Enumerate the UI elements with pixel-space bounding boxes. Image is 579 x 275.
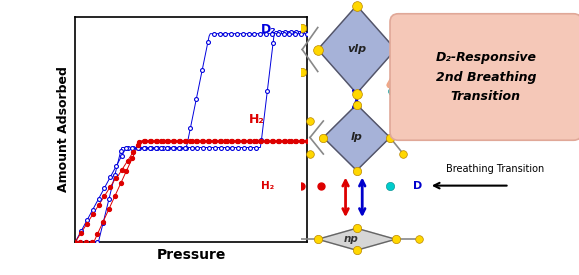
Text: H₂: H₂ xyxy=(261,181,274,191)
Y-axis label: Amount Adsorbed: Amount Adsorbed xyxy=(57,66,69,192)
Text: D: D xyxy=(413,181,423,191)
Text: Breathing Transition: Breathing Transition xyxy=(446,164,544,174)
X-axis label: Pressure: Pressure xyxy=(156,248,226,262)
Text: D₂: D₂ xyxy=(261,23,276,36)
Polygon shape xyxy=(318,6,395,94)
Polygon shape xyxy=(323,104,390,170)
Text: lp: lp xyxy=(351,133,362,142)
Text: D₂-Responsive
2nd Breathing
Transition: D₂-Responsive 2nd Breathing Transition xyxy=(435,51,536,103)
Text: np: np xyxy=(344,234,358,244)
FancyBboxPatch shape xyxy=(390,14,579,140)
Text: vlp: vlp xyxy=(347,45,367,54)
Text: H₂: H₂ xyxy=(249,114,265,126)
Polygon shape xyxy=(318,228,395,250)
